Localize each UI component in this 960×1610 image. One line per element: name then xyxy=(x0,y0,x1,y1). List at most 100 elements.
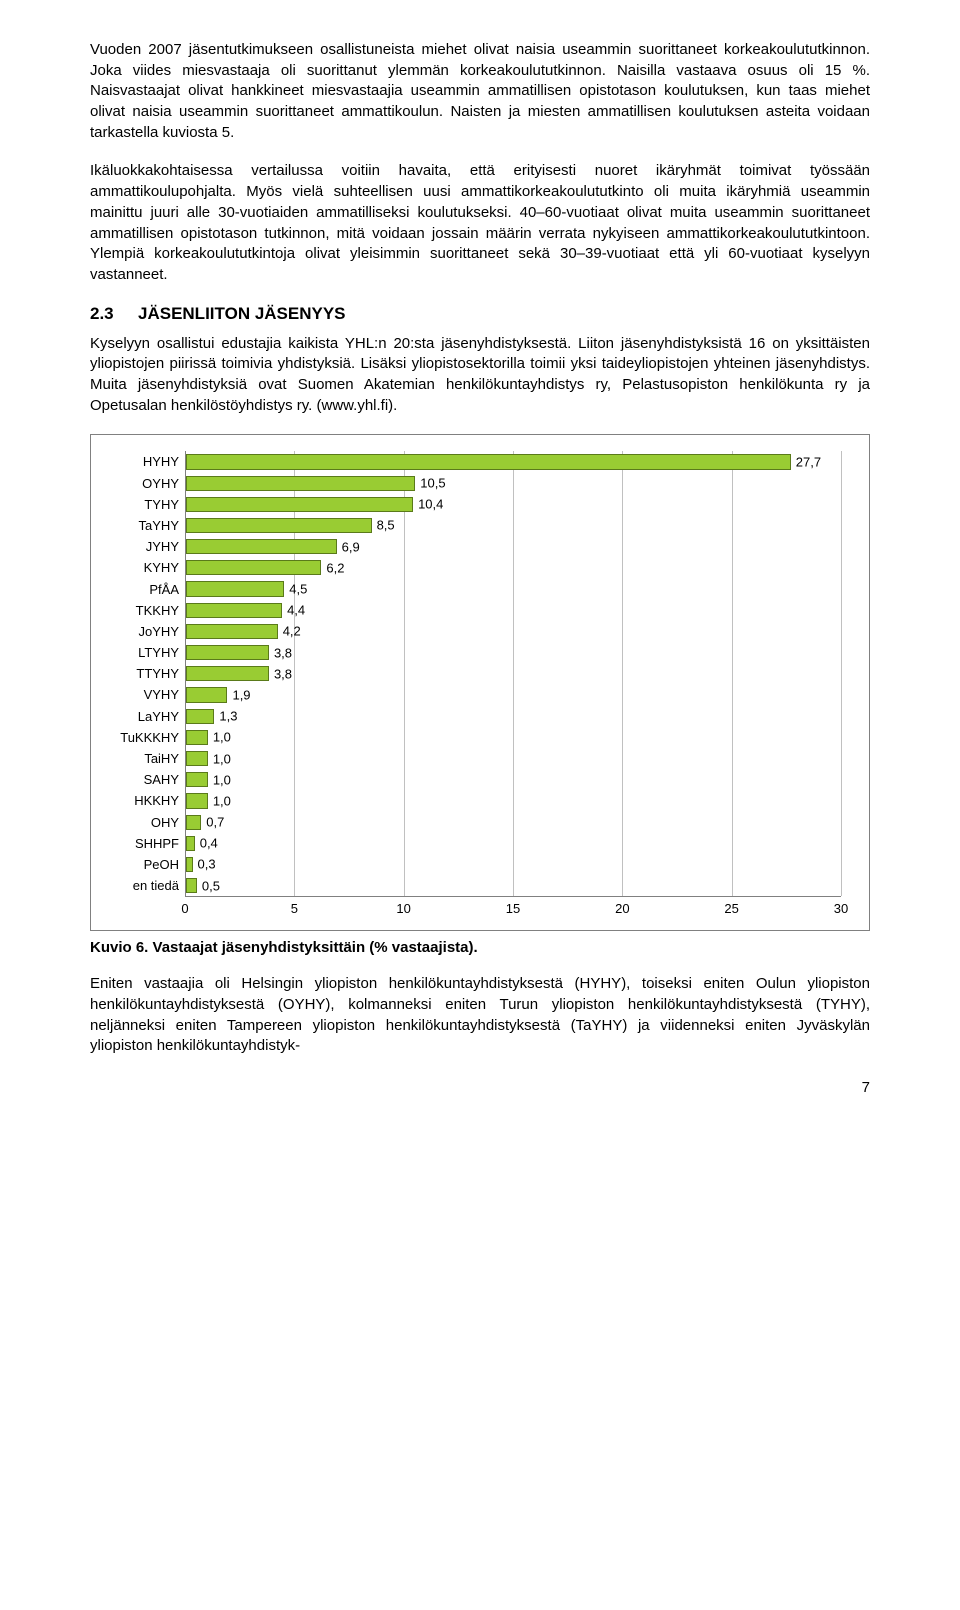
chart-category-label: TTYHY xyxy=(103,666,185,681)
chart-row: TYHY10,4 xyxy=(103,494,841,515)
chart-category-label: PeOH xyxy=(103,857,185,872)
chart-bar: 10,4 xyxy=(186,497,413,512)
chart-value-label: 10,5 xyxy=(414,476,445,491)
chart-bar: 0,4 xyxy=(186,836,195,851)
chart-plot-cell: 0,3 xyxy=(185,854,841,875)
paragraph-2: Ikäluokkakohtaisessa vertailussa voitiin… xyxy=(90,161,870,285)
chart-bar: 0,7 xyxy=(186,815,201,830)
chart-plot-cell: 0,7 xyxy=(185,812,841,833)
chart-value-label: 27,7 xyxy=(790,454,821,469)
chart-row: VYHY1,9 xyxy=(103,684,841,705)
chart-category-label: TaiHY xyxy=(103,751,185,766)
chart-plot-cell: 3,8 xyxy=(185,642,841,663)
chart-bar: 1,0 xyxy=(186,793,208,808)
chart-category-label: OHY xyxy=(103,815,185,830)
chart-value-label: 4,2 xyxy=(277,624,301,639)
chart-value-label: 3,8 xyxy=(268,645,292,660)
chart-bar: 1,9 xyxy=(186,687,227,702)
chart-row: JYHY6,9 xyxy=(103,536,841,557)
chart-x-tick: 15 xyxy=(506,901,520,916)
chart-row: KYHY6,2 xyxy=(103,557,841,578)
chart-category-label: PfÅA xyxy=(103,582,185,597)
chart-bar: 3,8 xyxy=(186,645,269,660)
chart-value-label: 0,7 xyxy=(200,815,224,830)
chart-bar: 4,4 xyxy=(186,603,282,618)
chart-value-label: 8,5 xyxy=(371,518,395,533)
chart-value-label: 4,5 xyxy=(283,582,307,597)
page-number: 7 xyxy=(90,1079,870,1096)
chart-caption: Kuvio 6. Vastaajat jäsenyhdistyksittäin … xyxy=(90,939,870,956)
chart-category-label: en tiedä xyxy=(103,878,185,893)
chart-row: TTYHY3,8 xyxy=(103,663,841,684)
chart-row: TaYHY8,5 xyxy=(103,515,841,536)
chart-row: OYHY10,5 xyxy=(103,473,841,494)
chart-x-tick: 5 xyxy=(291,901,298,916)
paragraph-4: Eniten vastaajia oli Helsingin yliopisto… xyxy=(90,974,870,1057)
chart-value-label: 6,9 xyxy=(336,539,360,554)
chart-row: OHY0,7 xyxy=(103,812,841,833)
chart-row: PfÅA4,5 xyxy=(103,578,841,599)
chart-category-label: OYHY xyxy=(103,476,185,491)
chart-value-label: 0,4 xyxy=(194,836,218,851)
chart-value-label: 1,0 xyxy=(207,730,231,745)
chart-plot-cell: 3,8 xyxy=(185,663,841,684)
chart-plot-cell: 1,0 xyxy=(185,727,841,748)
chart-plot-cell: 6,2 xyxy=(185,557,841,578)
chart-value-label: 1,0 xyxy=(207,793,231,808)
chart-bar: 10,5 xyxy=(186,476,415,491)
chart-row: TKKHY4,4 xyxy=(103,600,841,621)
chart-bar: 4,2 xyxy=(186,624,278,639)
chart-value-label: 1,0 xyxy=(207,772,231,787)
chart-bar: 0,3 xyxy=(186,857,193,872)
chart-plot-cell: 4,4 xyxy=(185,600,841,621)
chart-value-label: 3,8 xyxy=(268,666,292,681)
chart-row: HYHY27,7 xyxy=(103,451,841,472)
chart-bar: 0,5 xyxy=(186,878,197,893)
chart-category-label: SHHPF xyxy=(103,836,185,851)
chart-bar: 6,2 xyxy=(186,560,321,575)
chart-category-label: TaYHY xyxy=(103,518,185,533)
chart-plot-cell: 1,3 xyxy=(185,706,841,727)
chart-plot-cell: 0,4 xyxy=(185,833,841,854)
chart-plot-cell: 10,5 xyxy=(185,473,841,494)
chart-plot-cell: 8,5 xyxy=(185,515,841,536)
chart-row: TaiHY1,0 xyxy=(103,748,841,769)
chart-category-label: LaYHY xyxy=(103,709,185,724)
chart-category-label: VYHY xyxy=(103,687,185,702)
paragraph-3: Kyselyyn osallistui edustajia kaikista Y… xyxy=(90,334,870,417)
chart-category-label: KYHY xyxy=(103,560,185,575)
chart-row: JoYHY4,2 xyxy=(103,621,841,642)
chart-plot-cell: 10,4 xyxy=(185,494,841,515)
chart-x-tick: 25 xyxy=(724,901,738,916)
chart-plot-cell: 1,0 xyxy=(185,769,841,790)
chart-bar: 1,0 xyxy=(186,730,208,745)
chart-bar: 3,8 xyxy=(186,666,269,681)
chart-row: SHHPF0,4 xyxy=(103,833,841,854)
chart-category-label: HKKHY xyxy=(103,793,185,808)
section-title: JÄSENLIITON JÄSENYYS xyxy=(138,304,346,323)
chart-bar: 8,5 xyxy=(186,518,372,533)
chart-plot-cell: 1,9 xyxy=(185,684,841,705)
chart-bar: 1,0 xyxy=(186,772,208,787)
chart-x-tick: 20 xyxy=(615,901,629,916)
chart-bar: 27,7 xyxy=(186,454,791,469)
chart-plot-cell: 4,5 xyxy=(185,578,841,599)
chart-x-axis: 051015202530 xyxy=(185,896,841,920)
chart-category-label: SAHY xyxy=(103,772,185,787)
chart-row: LaYHY 1,3 xyxy=(103,706,841,727)
chart-x-tick: 30 xyxy=(834,901,848,916)
chart-value-label: 0,3 xyxy=(192,857,216,872)
chart-plot-cell: 0,5 xyxy=(185,875,841,896)
bar-chart: HYHY27,7OYHY10,5TYHY10,4TaYHY8,5JYHY6,9K… xyxy=(90,434,870,931)
paragraph-1: Vuoden 2007 jäsentutkimukseen osallistun… xyxy=(90,40,870,143)
chart-x-tick: 0 xyxy=(181,901,188,916)
chart-plot-cell: 4,2 xyxy=(185,621,841,642)
chart-bar: 1,0 xyxy=(186,751,208,766)
chart-bar: 6,9 xyxy=(186,539,337,554)
chart-value-label: 1,3 xyxy=(213,709,237,724)
chart-category-label: TYHY xyxy=(103,497,185,512)
chart-bar: 4,5 xyxy=(186,581,284,596)
chart-value-label: 4,4 xyxy=(281,603,305,618)
chart-plot-cell: 1,0 xyxy=(185,790,841,811)
chart-category-label: JoYHY xyxy=(103,624,185,639)
